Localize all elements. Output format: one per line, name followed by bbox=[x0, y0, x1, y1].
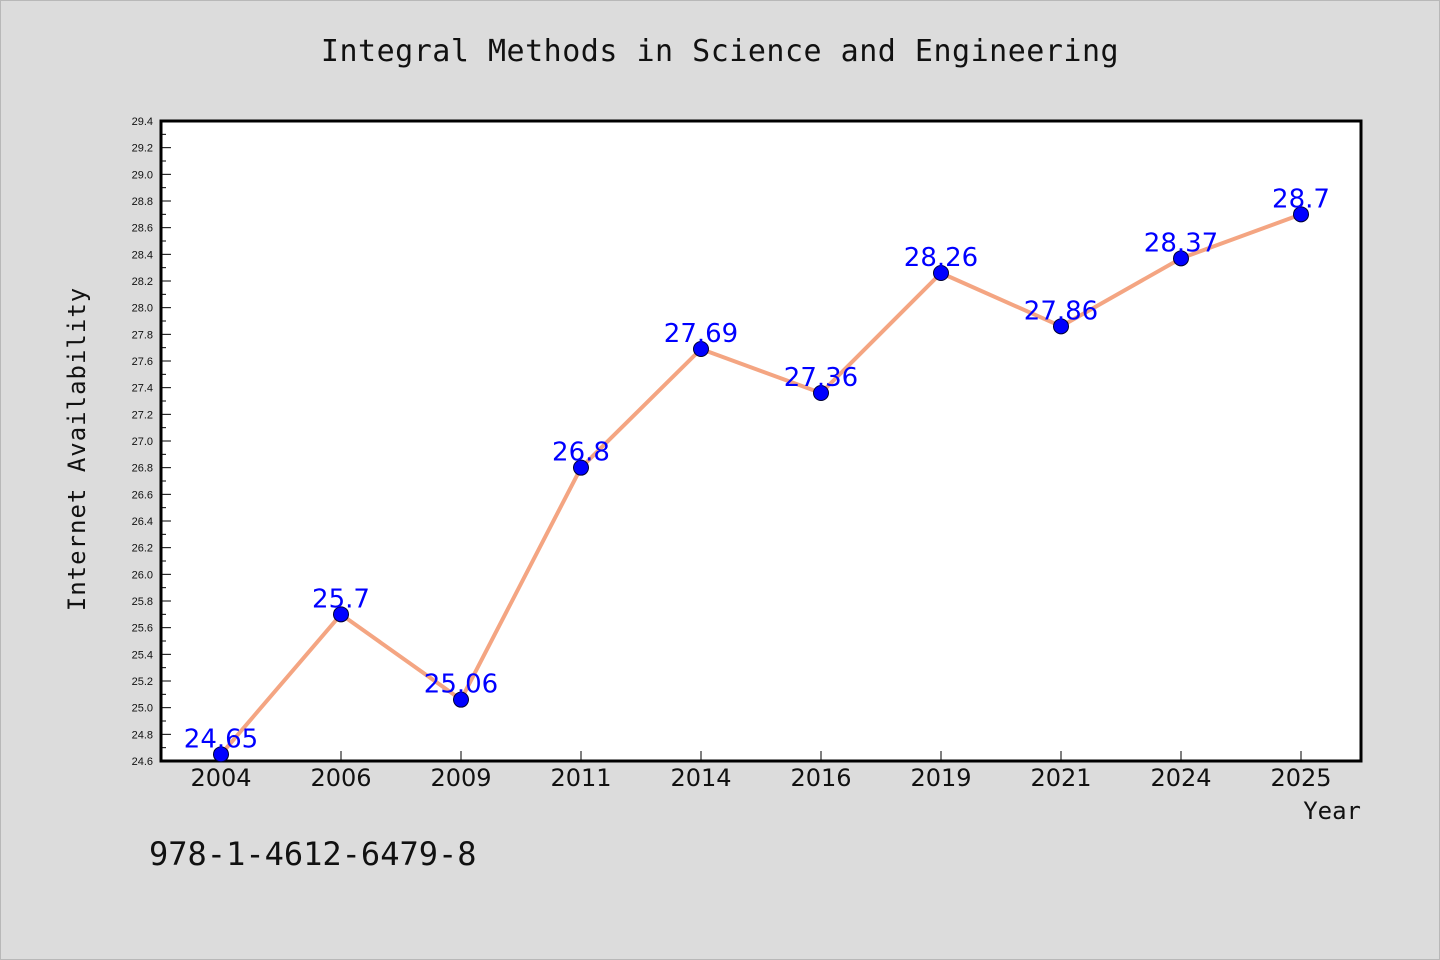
data-label: 25.06 bbox=[424, 670, 498, 700]
data-label: 25.7 bbox=[312, 584, 370, 614]
y-tick-label: 28.4 bbox=[132, 249, 153, 261]
y-tick-label: 28.0 bbox=[132, 303, 153, 315]
y-tick-label: 25.0 bbox=[132, 703, 153, 715]
x-tick-label: 2011 bbox=[550, 764, 611, 792]
data-label: 28.7 bbox=[1272, 184, 1330, 214]
y-tick-label: 26.8 bbox=[132, 463, 153, 475]
y-tick-label: 25.4 bbox=[132, 649, 153, 661]
y-tick-label: 27.0 bbox=[132, 436, 153, 448]
data-point bbox=[333, 606, 349, 623]
data-point bbox=[933, 265, 949, 281]
plot-area bbox=[159, 119, 1363, 763]
data-point bbox=[453, 691, 469, 708]
x-tick-label: 2024 bbox=[1150, 764, 1211, 792]
y-tick-label: 27.4 bbox=[132, 383, 153, 395]
data-point bbox=[813, 385, 829, 401]
y-tick-label: 25.2 bbox=[132, 676, 153, 688]
y-tick-label: 28.2 bbox=[132, 276, 153, 288]
y-tick-label: 28.6 bbox=[132, 223, 153, 235]
x-tick-label: 2004 bbox=[190, 764, 251, 792]
y-tick-label: 25.8 bbox=[132, 596, 153, 608]
y-tick-label: 27.8 bbox=[132, 329, 153, 341]
data-point bbox=[1053, 318, 1069, 335]
x-tick-label: 2009 bbox=[430, 764, 491, 792]
data-point bbox=[1293, 206, 1309, 223]
y-tick-label: 27.6 bbox=[132, 356, 153, 368]
data-point bbox=[573, 459, 589, 476]
x-tick-label: 2019 bbox=[910, 764, 971, 792]
data-label: 27.69 bbox=[664, 319, 738, 349]
y-tick-label: 25.6 bbox=[132, 623, 153, 635]
data-label: 26.8 bbox=[552, 438, 610, 468]
x-tick-label: 2025 bbox=[1270, 764, 1331, 792]
data-label: 28.26 bbox=[904, 243, 978, 273]
y-tick-label: 26.4 bbox=[132, 516, 153, 528]
data-label: 28.37 bbox=[1144, 228, 1218, 258]
data-label: 27.86 bbox=[1024, 296, 1098, 326]
x-tick-label: 2021 bbox=[1030, 764, 1091, 792]
y-tick-label: 24.8 bbox=[132, 729, 153, 741]
y-tick-label: 26.6 bbox=[132, 489, 153, 501]
y-tick-label: 26.0 bbox=[132, 569, 153, 581]
data-label: 27.36 bbox=[784, 363, 858, 393]
isbn-text: 978-1-4612-6479-8 bbox=[149, 835, 477, 873]
x-tick-label: 2006 bbox=[310, 764, 371, 792]
y-tick-label: 27.2 bbox=[132, 409, 153, 421]
x-axis-label: Year bbox=[1303, 797, 1361, 825]
series-line bbox=[219, 212, 1302, 756]
x-tick-label: 2016 bbox=[790, 764, 851, 792]
y-tick-label: 24.6 bbox=[132, 756, 153, 768]
y-tick-label: 29.0 bbox=[132, 169, 153, 181]
y-tick-label: 29.4 bbox=[132, 116, 153, 128]
chart-title: Integral Methods in Science and Engineer… bbox=[320, 34, 1120, 69]
y-tick-label: 26.2 bbox=[132, 543, 153, 555]
data-point bbox=[693, 341, 709, 357]
data-label: 24.65 bbox=[184, 724, 258, 754]
data-point bbox=[213, 746, 229, 763]
data-point bbox=[1173, 250, 1189, 267]
y-tick-label: 29.2 bbox=[132, 143, 153, 155]
x-tick-label: 2014 bbox=[670, 764, 731, 792]
y-tick-label: 28.8 bbox=[132, 196, 153, 208]
